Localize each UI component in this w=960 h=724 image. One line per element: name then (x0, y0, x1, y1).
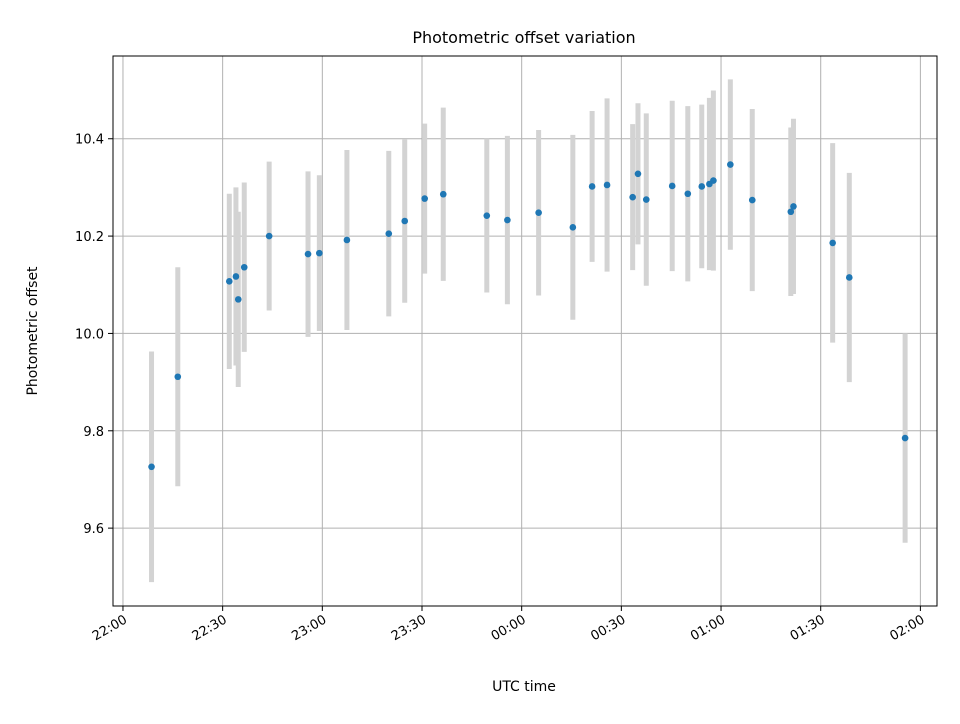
data-point (710, 177, 717, 184)
y-tick-label: 9.8 (83, 425, 104, 440)
data-point (668, 182, 676, 190)
data-point (483, 212, 491, 219)
data-point (569, 224, 577, 231)
data-point (148, 463, 155, 471)
data-point (225, 278, 233, 285)
data-point (727, 161, 734, 168)
y-tick-label: 10.4 (75, 133, 104, 148)
data-point (901, 434, 909, 442)
data-point (234, 296, 242, 303)
data-point (174, 373, 182, 381)
data-point (634, 170, 642, 178)
data-point (265, 232, 273, 240)
data-point (787, 208, 795, 216)
data-point (698, 183, 706, 190)
data-point (401, 217, 409, 225)
y-tick-label: 9.6 (83, 522, 104, 537)
data-point (684, 190, 692, 198)
y-tick-label: 10.2 (75, 230, 104, 245)
data-point (845, 274, 853, 281)
data-point (603, 181, 611, 189)
data-point (240, 263, 248, 271)
data-point (385, 230, 393, 237)
data-point (504, 216, 511, 224)
data-point (343, 236, 351, 244)
plot-frame (112, 55, 938, 607)
chart-title: Photometric offset variation (412, 28, 635, 47)
data-point (748, 196, 756, 204)
y-axis-label: Photometric offset (25, 266, 41, 396)
data-point (232, 273, 240, 280)
data-point (439, 190, 447, 198)
data-point (316, 249, 323, 257)
data-point (304, 250, 312, 258)
data-point (829, 239, 836, 247)
y-tick-label: 10.0 (75, 327, 104, 342)
data-point (535, 209, 542, 217)
y-tick-layer: 9.6 9.8 10.0 10.2 10.4 (75, 133, 113, 537)
point-layer (148, 161, 909, 471)
data-point (790, 203, 797, 210)
x-axis-label: UTC time (492, 679, 556, 695)
data-point (629, 193, 636, 201)
grid-layer (113, 56, 937, 606)
data-point (588, 183, 596, 190)
data-point (642, 196, 650, 203)
data-point (421, 195, 428, 202)
